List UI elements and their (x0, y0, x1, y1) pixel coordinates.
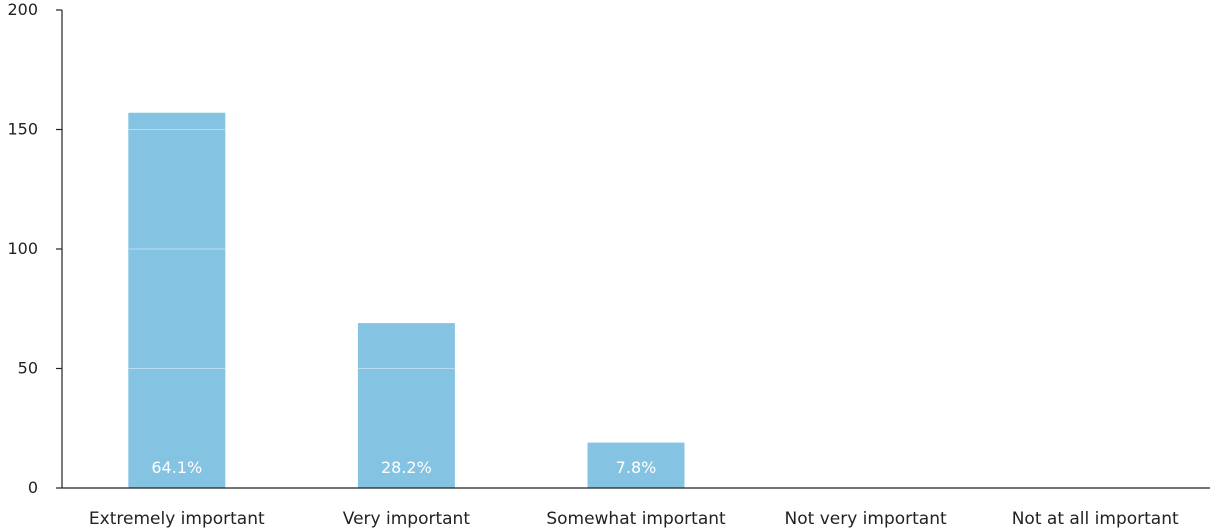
y-axis-ticks: 0 50 100 150 200 (7, 0, 62, 497)
y-tick-label: 0 (28, 478, 38, 497)
x-category-label: Somewhat important (546, 509, 726, 529)
bar-data-label: 7.8% (616, 458, 657, 477)
bars (128, 112, 685, 489)
axes (61, 10, 1210, 489)
x-category-label: Extremely important (89, 509, 265, 529)
x-category-label: Not very important (785, 509, 947, 529)
y-tick-label: 50 (18, 359, 38, 378)
x-category-label: Very important (343, 509, 471, 529)
bar (357, 323, 455, 488)
x-axis-labels: Extremely important Very important Somewha… (89, 509, 1179, 529)
x-category-label: Not at all important (1012, 509, 1179, 529)
bar (587, 442, 685, 488)
y-tick-label: 150 (7, 120, 38, 139)
y-tick-label: 200 (7, 0, 38, 19)
bar-data-label: 64.1% (151, 458, 202, 477)
bar-data-label: 28.2% (381, 458, 432, 477)
y-tick-label: 100 (7, 239, 38, 258)
bar (128, 112, 226, 489)
data-labels: 64.1% 28.2% 7.8% (151, 458, 656, 477)
bar-gridlines (128, 129, 455, 369)
